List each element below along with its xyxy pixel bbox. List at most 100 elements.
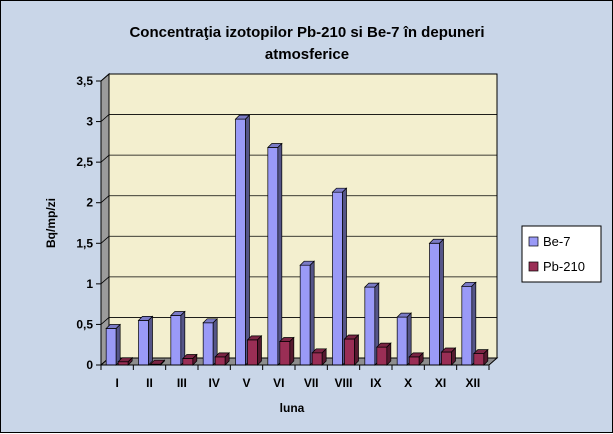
y-tick-label: 3 <box>86 115 93 129</box>
bar-be7 <box>428 238 445 366</box>
gridline-side <box>100 276 110 285</box>
bar-pb210 <box>214 352 231 366</box>
bar-front <box>408 356 420 366</box>
bar-pb210 <box>278 336 295 366</box>
bar-front <box>202 322 214 366</box>
bar-pb210 <box>472 348 489 366</box>
bar-front <box>170 315 182 366</box>
bar-side <box>451 347 456 366</box>
x-tick-label: V <box>242 376 250 390</box>
x-tick-label: XII <box>465 376 480 390</box>
legend-swatch-be7 <box>528 236 539 247</box>
bar-side <box>386 342 392 366</box>
bar-be7 <box>234 114 251 366</box>
x-tick-label: III <box>177 376 187 390</box>
bar-front <box>214 356 226 366</box>
bar-front <box>105 328 117 366</box>
gridline-side <box>100 195 110 204</box>
bar-side <box>418 352 424 366</box>
bar-side <box>321 347 327 366</box>
bar-be7 <box>105 323 122 366</box>
bar-be7 <box>266 142 283 366</box>
bar-front <box>267 147 279 366</box>
x-tick-label: I <box>115 376 118 390</box>
bar-be7 <box>137 315 154 366</box>
bar-side <box>289 336 295 366</box>
bar-front <box>429 242 440 366</box>
bar-side <box>309 260 315 366</box>
legend-box <box>521 225 602 283</box>
gridline-side <box>100 235 110 244</box>
x-tick-label: VIII <box>334 376 352 390</box>
bar-side <box>224 352 230 366</box>
bar-side <box>354 334 359 366</box>
gridline-side <box>100 73 110 82</box>
y-tick-label: 3,5 <box>76 74 93 88</box>
bar-front <box>461 285 473 366</box>
bar-front <box>396 316 408 366</box>
x-tick-label: II <box>146 376 153 390</box>
legend-swatch-pb210 <box>528 261 539 272</box>
chart-title-line2: atmosferice <box>265 46 349 63</box>
bar-pb210 <box>246 335 263 366</box>
y-axis-label: Bq/mp/zi <box>44 198 58 248</box>
y-tick-label: 1,5 <box>76 236 93 250</box>
y-tick-label: 0,5 <box>76 317 93 331</box>
bar-pb210 <box>375 342 392 366</box>
x-tick-label: VI <box>273 376 284 390</box>
bar-front <box>279 341 291 366</box>
bar-side <box>148 315 153 366</box>
bar-front <box>299 264 311 366</box>
bar-front <box>344 338 355 366</box>
bars-group <box>105 114 489 366</box>
bar-be7 <box>460 281 477 366</box>
bar-pb210 <box>408 352 425 366</box>
bar-side <box>192 353 198 366</box>
bar-side <box>277 142 283 366</box>
axes-group: 00,511,522,533,5I II III IV V VI VII VIII IX X XI X… <box>76 74 490 390</box>
bar-side <box>439 238 444 366</box>
gridline-side <box>100 317 110 325</box>
bar-side <box>483 348 489 366</box>
x-tick-label: X <box>404 376 412 390</box>
y-tick-label: 2,5 <box>76 155 93 169</box>
gridline-side <box>100 154 110 163</box>
bar-side <box>127 356 133 366</box>
bar-pb210 <box>181 353 198 366</box>
bar-front <box>441 351 452 366</box>
x-tick-label: VII <box>304 376 319 390</box>
bar-be7 <box>299 260 316 366</box>
legend-label-pb210: Pb-210 <box>543 259 585 274</box>
bar-front <box>311 352 323 366</box>
x-axis-label: luna <box>280 401 305 415</box>
y-tick-label: 0 <box>86 358 93 372</box>
bar-pb210 <box>343 334 360 366</box>
legend: Be-7 Pb-210 <box>521 225 602 283</box>
bar-front <box>473 353 485 366</box>
bar-side <box>245 114 250 366</box>
bar-pb210 <box>311 347 328 366</box>
x-tick-label: IV <box>208 376 219 390</box>
legend-label-be7: Be-7 <box>543 234 570 249</box>
bar-be7 <box>169 310 186 366</box>
bar-front <box>235 118 246 366</box>
y-tick-label: 1 <box>86 277 93 291</box>
bar-front <box>332 191 343 366</box>
bar-be7 <box>396 312 413 366</box>
x-tick-label: IX <box>370 376 381 390</box>
x-tick-label: XI <box>435 376 446 390</box>
bar-front <box>376 346 388 366</box>
bar-side <box>257 335 262 366</box>
chart-title-line1: Concentraţia izotopilor Pb-210 si Be-7 î… <box>129 24 484 41</box>
bar-pb210 <box>440 347 457 366</box>
gridline-side <box>100 114 110 122</box>
bar-front <box>182 358 194 366</box>
y-tick-label: 2 <box>86 196 93 210</box>
bar-front <box>364 286 376 366</box>
bar-be7 <box>331 187 348 366</box>
bar-side <box>115 323 121 366</box>
bar-front <box>138 320 149 366</box>
bar-front <box>247 339 258 366</box>
